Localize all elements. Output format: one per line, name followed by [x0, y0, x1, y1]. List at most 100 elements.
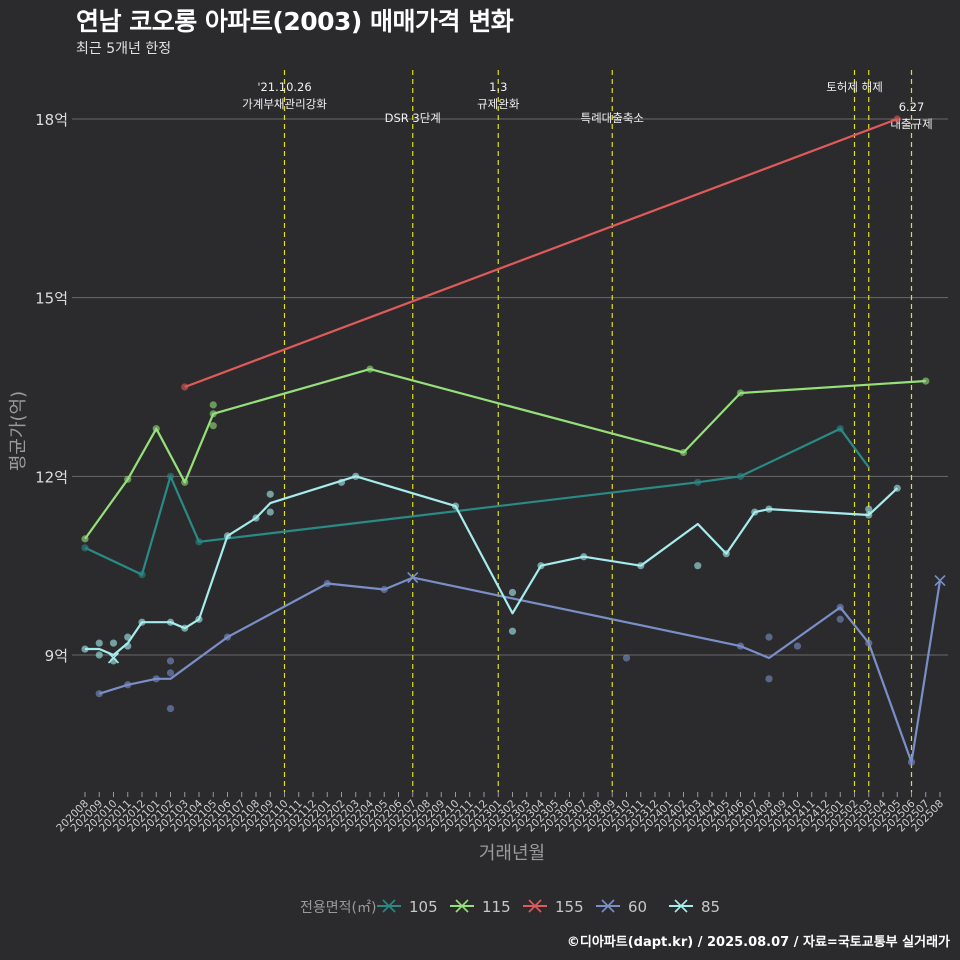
legend-label: 85 [701, 898, 720, 916]
data-point [209, 410, 217, 418]
x-marker [107, 652, 120, 664]
x-marker [407, 572, 419, 584]
legend: 전용면적(㎡) 105 115 155 60 85 [300, 898, 720, 916]
data-point [637, 562, 645, 570]
data-point [138, 571, 146, 579]
data-point [124, 475, 132, 483]
data-point [893, 115, 901, 123]
data-point [166, 472, 175, 480]
data-point [722, 550, 730, 558]
event-label: 토허제 해제 [826, 80, 883, 94]
data-point [195, 615, 203, 623]
plot-panel [72, 70, 948, 792]
legend-label: 115 [482, 898, 511, 916]
y-axis-title: 평균가(억) [8, 391, 29, 471]
data-point [181, 624, 189, 632]
data-point [865, 505, 873, 513]
data-point [366, 365, 374, 373]
data-point [166, 657, 175, 665]
y-tick-label: 18억 [35, 111, 68, 129]
event-label: 1.3 [489, 80, 507, 94]
x-axis-title: 거래년월 [479, 843, 545, 864]
data-point [181, 383, 189, 391]
legend-item-155: 155 [523, 898, 584, 916]
data-point [679, 448, 688, 457]
x-marker [934, 574, 946, 587]
data-point [252, 514, 260, 522]
data-point [95, 690, 103, 698]
data-point [124, 642, 132, 650]
legend-item-60: 60 [596, 898, 647, 916]
legend-label: 155 [555, 898, 584, 916]
data-point [865, 511, 873, 519]
series-115 [81, 365, 930, 543]
event-label: '21.10.26 [257, 80, 311, 94]
page-subtitle: 최근 5개년 한정 [76, 41, 172, 57]
legend-item-105: 105 [377, 898, 438, 916]
data-point [81, 544, 89, 552]
data-point [323, 579, 331, 588]
legend-key-marker [528, 899, 542, 913]
data-point [109, 639, 118, 647]
data-point [508, 627, 517, 635]
series-105 [81, 425, 870, 579]
data-point [508, 588, 517, 597]
data-point [166, 705, 175, 713]
data-point [81, 645, 89, 653]
legend-label: 60 [628, 898, 647, 916]
data-point [765, 633, 773, 641]
data-point [922, 377, 930, 385]
data-point [152, 675, 160, 683]
data-point [380, 585, 388, 594]
data-point [209, 401, 217, 409]
data-point [694, 562, 702, 570]
data-point [195, 538, 203, 546]
data-point [622, 654, 631, 662]
data-point [95, 639, 103, 647]
series-155 [181, 115, 901, 391]
data-point [138, 618, 146, 626]
data-point [266, 490, 274, 498]
data-point [736, 642, 745, 650]
page-title: 연남 코오롱 아파트(2003) 매매가격 변화 [76, 7, 514, 36]
data-point [907, 758, 916, 766]
event-label: 6.27 [899, 100, 925, 114]
data-point [95, 651, 103, 659]
data-point [209, 422, 217, 430]
series-line [84, 427, 870, 576]
data-point [337, 478, 346, 486]
data-point [836, 615, 844, 623]
data-point [836, 425, 844, 433]
data-point [352, 472, 360, 480]
data-point [765, 675, 773, 683]
legend-key-marker [455, 899, 469, 913]
data-point [751, 508, 759, 516]
data-point [694, 478, 702, 486]
data-point [893, 484, 901, 492]
data-point [765, 505, 773, 513]
legend-key-marker [382, 899, 396, 913]
event-label: DSR 3단계 [385, 111, 441, 125]
legend-key-marker [601, 899, 615, 913]
legend-item-85: 85 [669, 898, 720, 916]
data-point [537, 562, 545, 570]
y-tick-label: 12억 [35, 468, 68, 486]
data-point [81, 535, 89, 543]
data-point [793, 642, 802, 650]
series-85 [81, 472, 901, 665]
data-point [166, 669, 175, 677]
data-point [181, 478, 189, 486]
event-label: 규제완화 [477, 97, 520, 111]
legend-key-marker [674, 899, 688, 913]
event-label: 대출규제 [890, 117, 932, 131]
data-point [124, 633, 132, 641]
data-point [152, 425, 160, 433]
data-point [580, 553, 588, 561]
data-point [736, 472, 745, 480]
data-point [223, 633, 232, 641]
y-tick-label: 15억 [35, 290, 68, 308]
data-point [266, 508, 274, 516]
data-point [166, 618, 175, 626]
